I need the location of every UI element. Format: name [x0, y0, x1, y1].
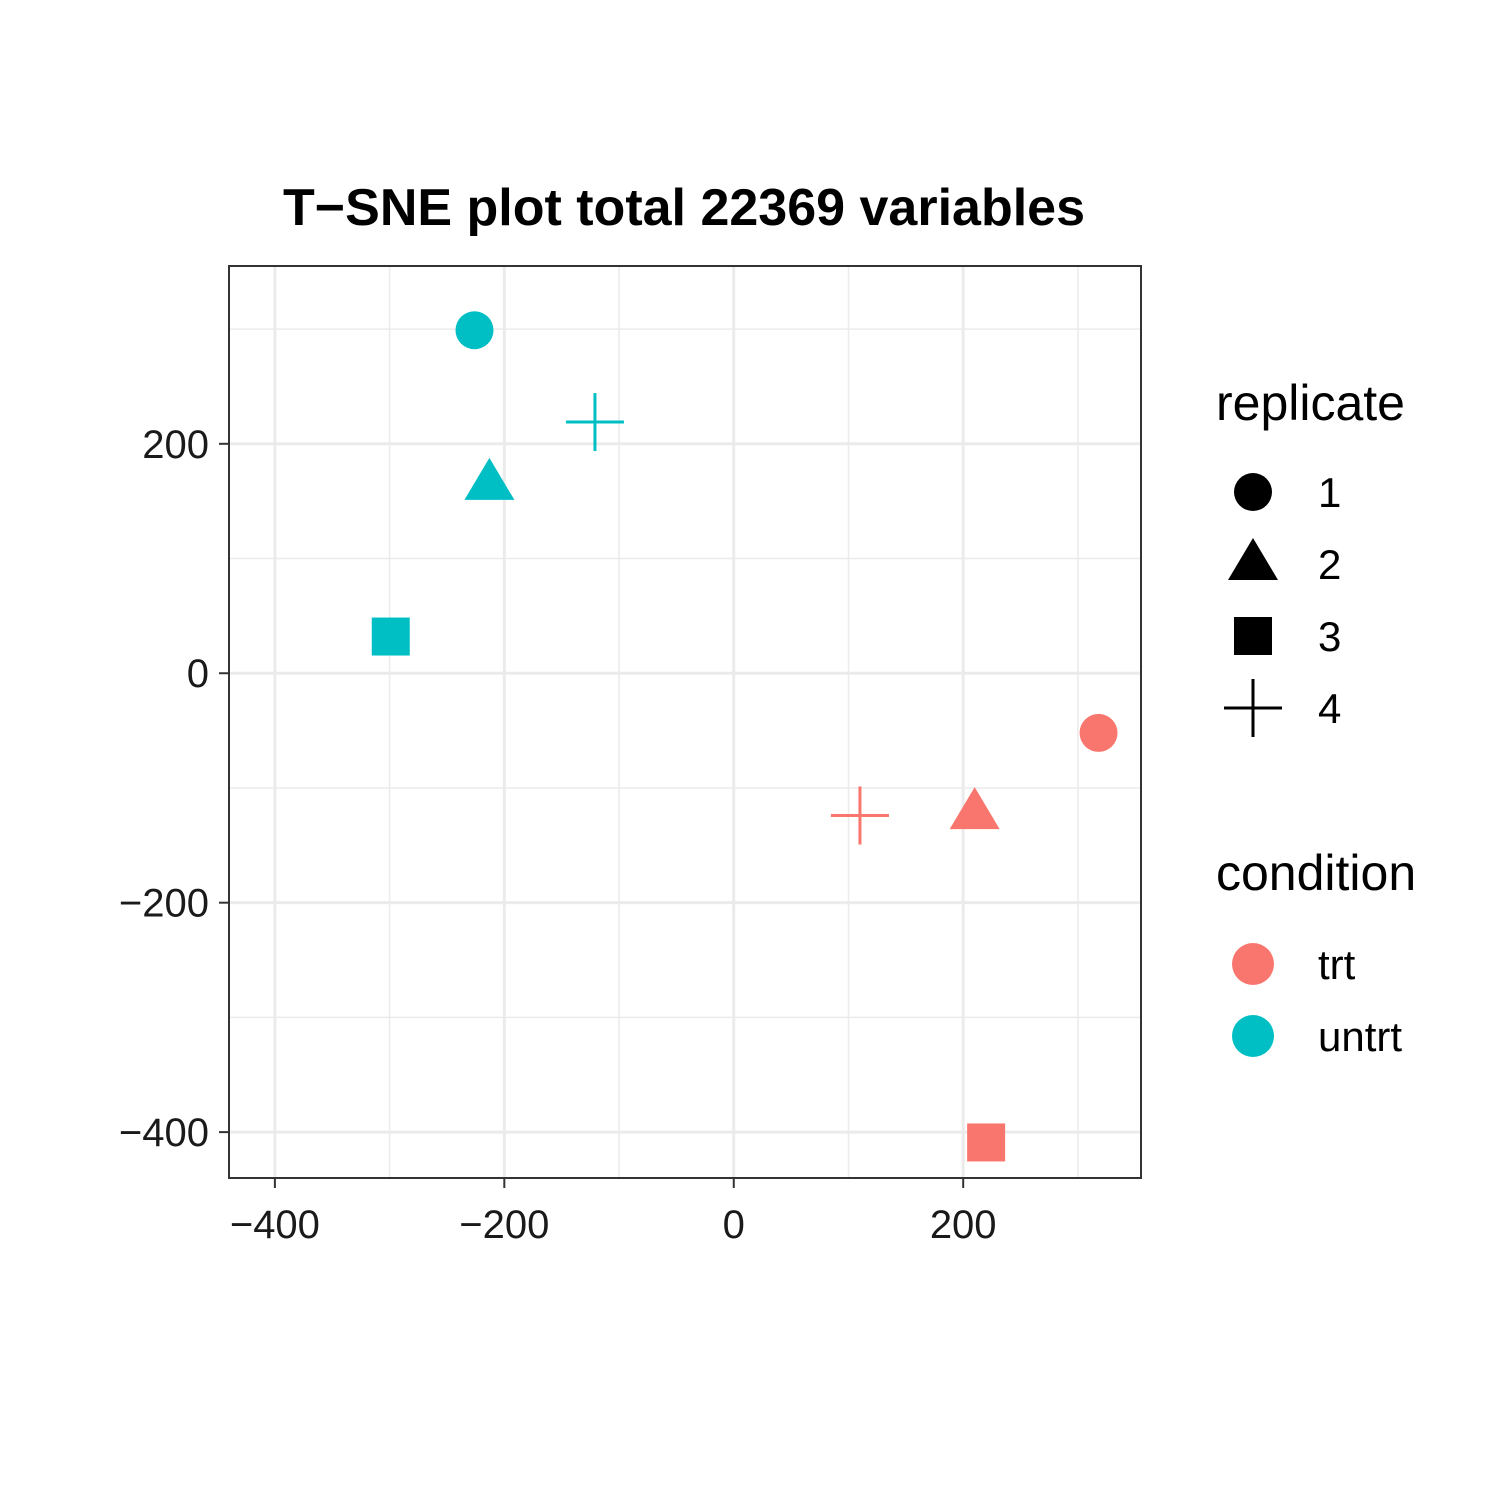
data-point-untrt-rep1	[455, 311, 494, 350]
axis-ticks: −400 −200 0 200 −400 −200 0 200	[119, 423, 997, 1247]
y-tick-label: −400	[119, 1111, 209, 1155]
plot-panel-border	[228, 265, 1142, 1179]
legend-key-condition-untrt	[1232, 1015, 1274, 1057]
legend-key-replicate-3	[1234, 617, 1272, 655]
data-point-untrt-rep2	[464, 457, 515, 500]
legend-replicate: replicate 1 2 3 4	[1216, 375, 1405, 737]
legend-label-replicate-2: 2	[1318, 541, 1341, 588]
x-tick-label: 0	[723, 1203, 745, 1247]
legend-label-replicate-1: 1	[1318, 469, 1341, 516]
data-point-trt-rep4	[830, 786, 889, 845]
y-tick-label: 0	[187, 652, 209, 696]
y-tick-label: −200	[119, 882, 209, 926]
legend-key-replicate-1-glyph	[1234, 473, 1272, 511]
data-point-trt-rep1	[1079, 713, 1118, 752]
x-tick-label: −400	[230, 1203, 320, 1247]
data-point-trt-rep2-glyph	[949, 787, 1000, 830]
legend-key-condition-trt	[1232, 943, 1274, 985]
legend-title-condition: condition	[1216, 845, 1416, 901]
legend-key-replicate-3-glyph	[1234, 617, 1272, 655]
legend-label-replicate-3: 3	[1318, 613, 1341, 660]
plot-panel-background	[229, 266, 1141, 1178]
data-points	[371, 311, 1118, 1162]
data-point-trt-rep1-glyph	[1079, 713, 1118, 752]
legend-label-condition-untrt: untrt	[1318, 1013, 1402, 1060]
data-point-untrt-rep1-glyph	[455, 311, 494, 350]
chart-title: T−SNE plot total 22369 variables	[283, 179, 1085, 237]
x-tick-label: 200	[930, 1203, 997, 1247]
data-point-trt-rep3-glyph	[967, 1123, 1006, 1162]
data-point-untrt-rep3-glyph	[371, 617, 410, 656]
legends: replicate 1 2 3 4 condition trt untrt	[1216, 375, 1416, 1060]
data-point-untrt-rep3	[371, 617, 410, 656]
x-tick-label: −200	[459, 1203, 549, 1247]
legend-key-replicate-1	[1234, 473, 1272, 511]
grid-lines	[229, 266, 1141, 1178]
data-point-untrt-rep4	[565, 393, 624, 452]
data-point-untrt-rep2-glyph	[464, 457, 515, 500]
legend-key-replicate-2-glyph	[1228, 537, 1278, 580]
data-point-trt-rep2	[949, 787, 1000, 830]
legend-label-condition-trt: trt	[1318, 941, 1356, 988]
legend-key-replicate-2	[1228, 537, 1278, 580]
legend-key-replicate-4	[1224, 679, 1282, 737]
legend-label-replicate-4: 4	[1318, 685, 1341, 732]
y-tick-label: 200	[142, 423, 209, 467]
legend-condition: condition trt untrt	[1216, 845, 1416, 1060]
data-point-trt-rep3	[967, 1123, 1006, 1162]
legend-title-replicate: replicate	[1216, 375, 1405, 431]
